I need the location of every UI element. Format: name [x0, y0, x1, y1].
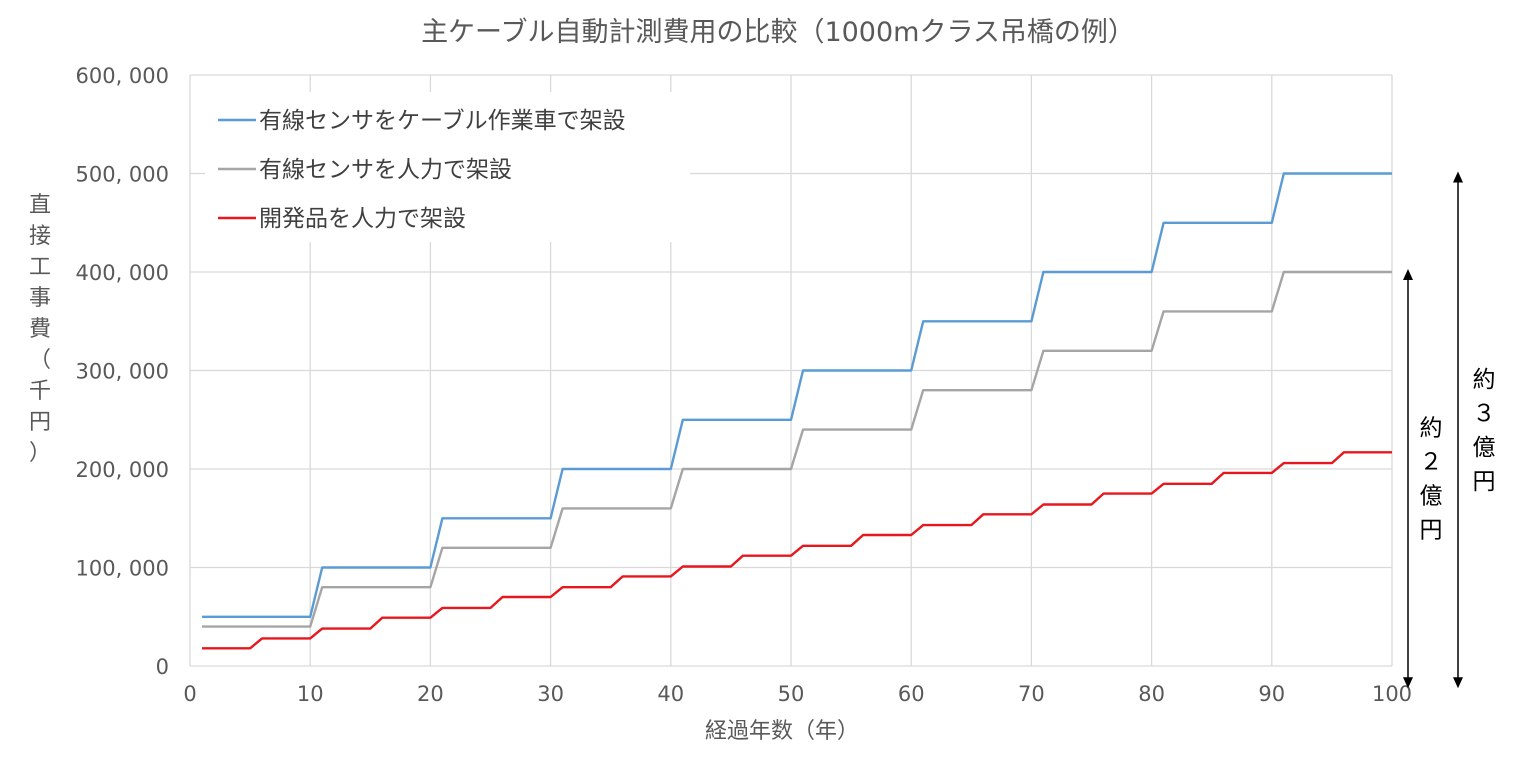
- x-tick-label: 60: [898, 682, 925, 706]
- legend-label: 開発品を人力で架設: [259, 206, 466, 232]
- legend-label: 有線センサをケーブル作業車で架設: [259, 108, 626, 134]
- series-lines: [202, 172, 1392, 650]
- x-tick-label: 80: [1138, 682, 1165, 706]
- difference-annotation: 約２億円: [1403, 269, 1443, 689]
- arrowhead-up: [1403, 269, 1413, 280]
- legend-label: 有線センサを人力で架設: [259, 157, 512, 183]
- y-tick-label: 400, 000: [75, 261, 169, 285]
- difference-annotation: 約３億円: [1453, 171, 1496, 689]
- series-line-1: [202, 172, 1392, 618]
- annotation-label: 約３億円: [1473, 367, 1496, 495]
- series-line-2: [202, 270, 1392, 628]
- y-tick-label: 200, 000: [75, 458, 169, 482]
- x-tick-label: 50: [778, 682, 805, 706]
- x-tick-label: 30: [537, 682, 564, 706]
- x-tick-label: 40: [657, 682, 684, 706]
- x-tick-label: 90: [1258, 682, 1285, 706]
- legend-background: [205, 92, 690, 242]
- tick-labels: 0 100, 000 200, 000 300, 000 400, 000 500, 00…: [75, 64, 1412, 706]
- chart-title: 主ケーブル自動計測費用の比較（1000mクラス吊橋の例）: [421, 17, 1135, 48]
- arrowhead-down: [1403, 677, 1413, 689]
- y-tick-label: 100, 000: [75, 557, 169, 581]
- x-tick-label: 100: [1372, 682, 1412, 706]
- arrowhead-down: [1453, 677, 1463, 689]
- y-tick-label: 300, 000: [75, 360, 169, 384]
- x-tick-label: 0: [183, 682, 196, 706]
- annotation-label: 約２億円: [1420, 416, 1443, 544]
- y-tick-label: 0: [156, 655, 169, 679]
- x-tick-label: 70: [1018, 682, 1045, 706]
- arrowhead-up: [1453, 171, 1463, 183]
- x-tick-label: 20: [417, 682, 444, 706]
- x-tick-label: 10: [297, 682, 324, 706]
- x-axis-label: 経過年数（年）: [705, 719, 859, 744]
- y-tick-label: 600, 000: [75, 64, 169, 88]
- annotations: 約２億円 約３億円: [1403, 171, 1496, 689]
- y-axis-label: 直接工事費（千円）: [29, 193, 51, 466]
- y-tick-label: 500, 000: [75, 163, 169, 187]
- series-line-3: [202, 451, 1392, 650]
